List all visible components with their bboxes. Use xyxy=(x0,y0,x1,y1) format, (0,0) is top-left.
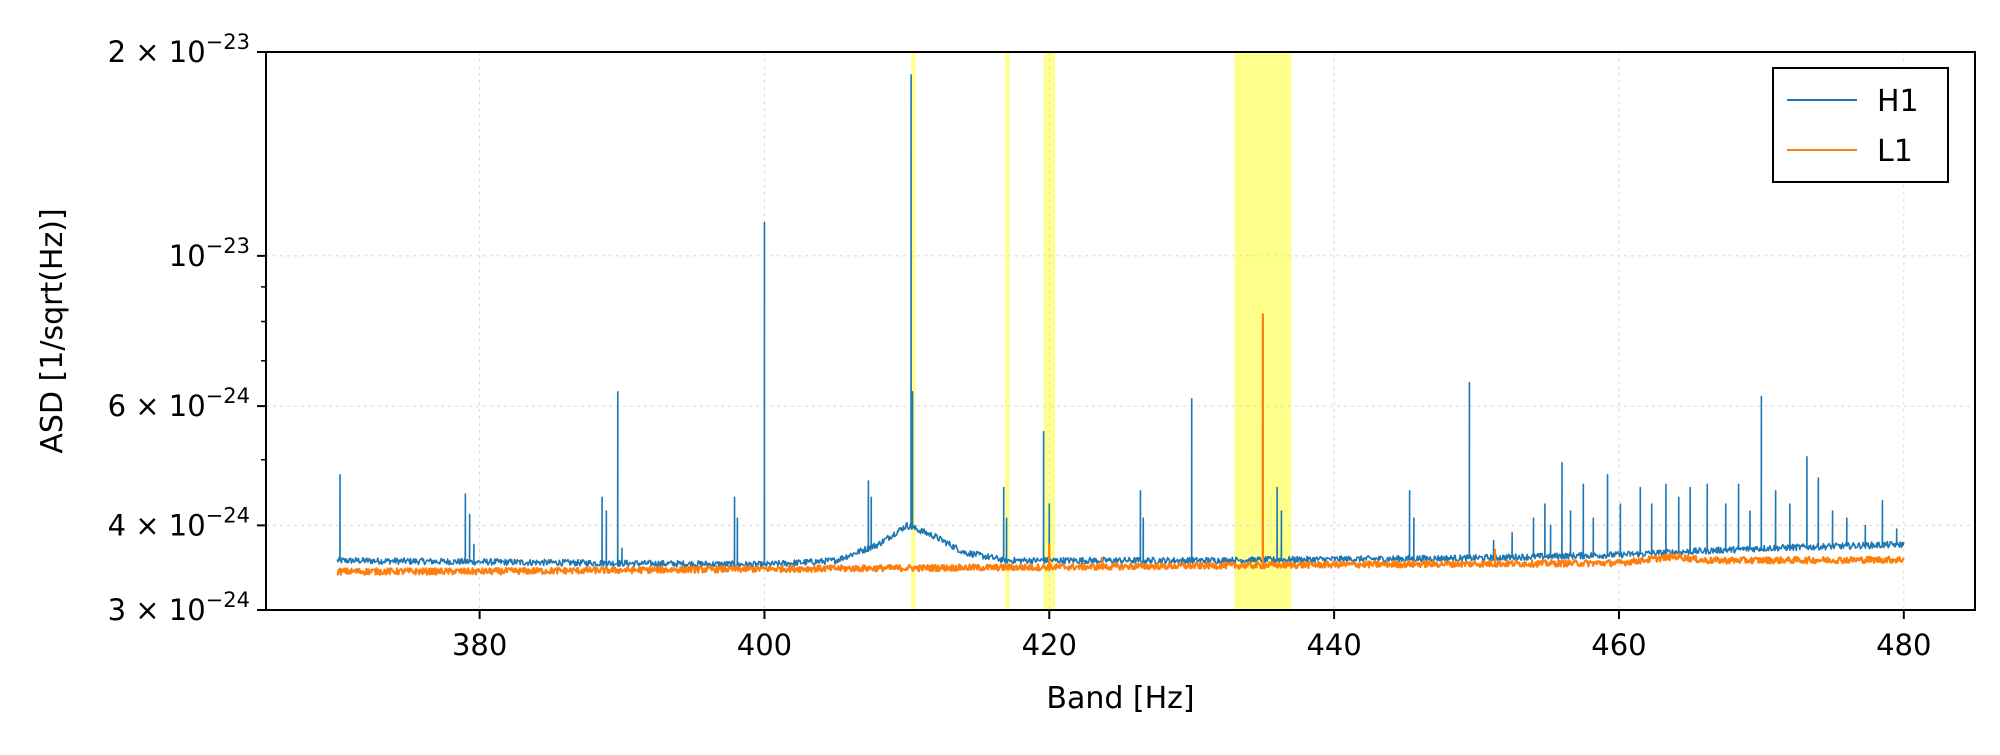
y-tick-label-1: 10−23 xyxy=(169,234,250,273)
highlight-band-1 xyxy=(1005,52,1010,610)
grid-lines xyxy=(266,51,1975,611)
series-line-h1 xyxy=(336,74,1905,569)
x-axis-label: Band [Hz] xyxy=(1046,681,1194,716)
x-tick-label-2: 420 xyxy=(1022,628,1077,662)
y-tick-label-3: 4 × 10−24 xyxy=(108,503,250,542)
highlight-band-0 xyxy=(911,52,916,610)
legend-label-h1: H1 xyxy=(1877,84,1919,119)
y-axis-label: ASD [1/sqrt(Hz)] xyxy=(35,208,70,453)
x-tick-label-1: 400 xyxy=(737,628,792,662)
x-tick-label-5: 480 xyxy=(1876,628,1931,662)
highlight-band-2 xyxy=(1043,52,1055,610)
x-tick-label-4: 460 xyxy=(1591,628,1646,662)
y-tick-label-4: 3 × 10−24 xyxy=(108,588,250,627)
series-line-l1 xyxy=(336,313,1905,576)
plot-frame xyxy=(265,51,1976,611)
y-axis-ticks: 2 × 10−23 10−23 6 × 10−24 4 × 10−24 3 × 10−2… xyxy=(108,30,266,627)
x-tick-label-0: 380 xyxy=(452,628,507,662)
y-tick-label-2: 6 × 10−24 xyxy=(108,384,250,423)
highlight-bands xyxy=(911,52,1292,610)
x-axis-ticks: 380 400 420 440 460 480 xyxy=(452,610,1931,662)
y-tick-label-0: 2 × 10−23 xyxy=(108,30,250,69)
legend-box xyxy=(1772,67,1949,183)
x-tick-label-3: 440 xyxy=(1306,628,1361,662)
series-lines xyxy=(336,74,1905,576)
legend-label-l1: L1 xyxy=(1877,134,1913,169)
